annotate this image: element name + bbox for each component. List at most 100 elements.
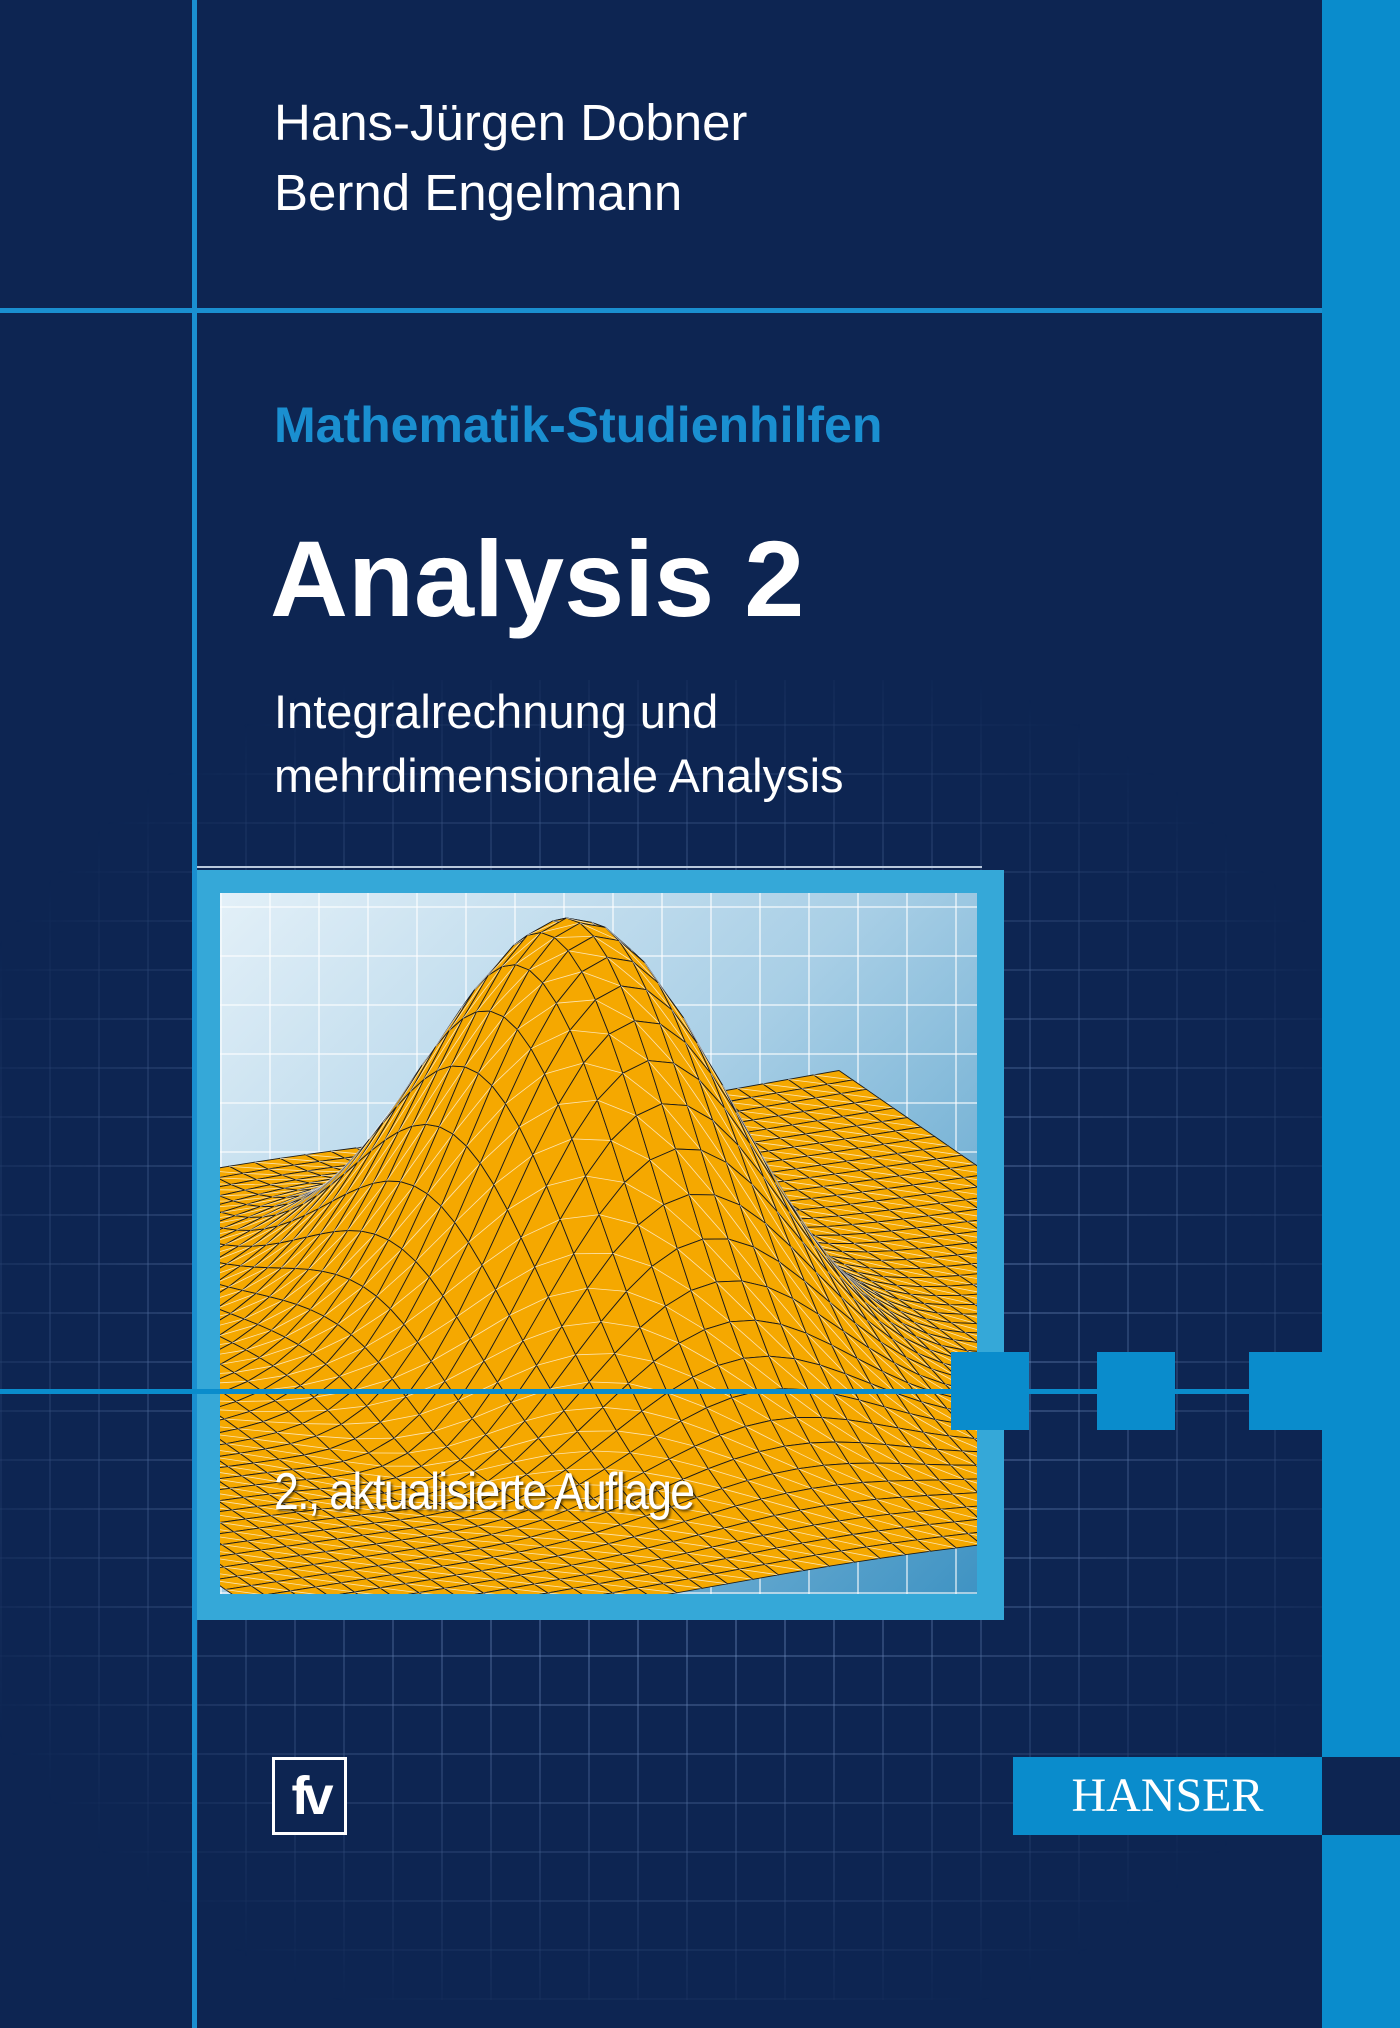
surface-hatch — [306, 1479, 346, 1488]
surface-hatch — [499, 1437, 539, 1450]
surface-hatch — [686, 1552, 726, 1559]
subtitle-line: mehrdimensionale Analysis — [274, 749, 844, 802]
surface-hatch — [955, 1233, 977, 1238]
surface-hatch — [872, 1290, 913, 1310]
surface-hatch — [739, 1204, 780, 1262]
surface-cell — [407, 1592, 422, 1594]
surface-hatch — [760, 1498, 801, 1511]
surface-hatch — [497, 1365, 537, 1383]
surface-hatch — [220, 1324, 258, 1336]
surface-hatch — [854, 1102, 894, 1109]
surface-hatch — [245, 1518, 285, 1525]
surface-hatch — [308, 1230, 348, 1270]
surface-hatch — [364, 1556, 404, 1563]
surface-cell — [353, 1587, 390, 1594]
surface-hatch — [387, 1531, 427, 1537]
surface-hatch — [297, 1533, 338, 1540]
surface-hatch — [840, 1550, 881, 1559]
surface-hatch — [329, 1448, 369, 1454]
surface-hatch — [300, 1376, 340, 1386]
surface-hatch — [663, 1583, 703, 1589]
surface-hatch — [325, 1551, 365, 1558]
surface-hatch — [351, 1308, 391, 1336]
surface-hatch — [967, 1221, 977, 1224]
surface-hatch — [220, 1318, 245, 1326]
surface-cell — [949, 1322, 977, 1334]
surface-hatch — [805, 1332, 846, 1374]
surface-hatch — [224, 1228, 265, 1246]
surface-hatch — [544, 1062, 584, 1075]
surface-hatch — [220, 1289, 243, 1298]
surface-hatch — [292, 1469, 332, 1478]
surface-hatch — [623, 1578, 664, 1584]
surface-hatch — [914, 1206, 954, 1213]
surface-hatch — [294, 1490, 334, 1499]
surface-hatch — [602, 1406, 643, 1412]
surface-hatch — [614, 1353, 654, 1362]
surface-hatch — [907, 1382, 948, 1409]
surface-hatch — [495, 1266, 535, 1291]
surface-hatch — [947, 1285, 977, 1293]
surface-hatch — [772, 1473, 812, 1489]
surface-hatch — [220, 1529, 234, 1533]
surface-hatch — [309, 1520, 349, 1527]
surface-hatch — [711, 1546, 752, 1554]
surface-hatch — [739, 1568, 779, 1576]
surface-hatch — [889, 1513, 930, 1526]
surface-hatch — [913, 1479, 953, 1495]
surface-hatch — [288, 1568, 328, 1575]
surface-hatch — [563, 1406, 603, 1412]
surface-hatch — [909, 1413, 949, 1437]
surface-hatch — [908, 1277, 948, 1287]
surface-hatch — [674, 1568, 714, 1575]
surface-hatch — [751, 1183, 792, 1247]
surface-hatch — [236, 1214, 276, 1231]
fv-imprint-logo: fv — [272, 1757, 347, 1835]
surface-hatch — [340, 1582, 380, 1589]
surface-hatch — [951, 1190, 977, 1195]
surface-hatch — [255, 1268, 296, 1294]
surface-hatch — [925, 1318, 965, 1333]
surface-hatch — [935, 1295, 975, 1305]
surface-hatch — [692, 1376, 733, 1399]
surface-hatch — [509, 1296, 549, 1316]
surface-hatch — [846, 1160, 886, 1168]
surface-hatch — [827, 1271, 868, 1321]
surface-cell — [948, 1164, 977, 1179]
surface-hatch — [895, 1392, 936, 1420]
surface-hatch — [952, 1493, 977, 1502]
surface-hatch — [379, 1587, 419, 1594]
surface-hatch — [338, 1560, 379, 1567]
surface-hatch — [244, 1187, 284, 1191]
surface-hatch — [530, 1536, 570, 1541]
surface-hatch — [516, 1527, 556, 1531]
surface-hatch — [665, 1305, 705, 1330]
surface-hatch — [637, 1587, 677, 1594]
surface-hatch — [889, 1209, 929, 1217]
surface-hatch — [425, 1066, 466, 1125]
surface-hatch — [280, 1481, 320, 1490]
surface-hatch — [540, 1484, 580, 1487]
surface-hatch — [834, 1173, 874, 1180]
surface-hatch — [855, 1259, 895, 1270]
surface-hatch — [770, 1420, 811, 1444]
surface-hatch — [788, 1211, 829, 1272]
surface-hatch — [819, 1364, 860, 1401]
surface-hatch — [220, 1558, 250, 1564]
surface-hatch — [937, 1312, 977, 1325]
surface-hatch — [655, 1435, 695, 1447]
surface-hatch — [770, 1172, 810, 1179]
surface-hatch — [826, 1226, 866, 1234]
surface-hatch — [888, 1310, 928, 1335]
surface-hatch — [333, 1183, 374, 1232]
surface-hatch — [339, 1361, 379, 1377]
surface-hatch — [318, 1162, 358, 1209]
surface-hatch — [647, 1547, 687, 1554]
surface-hatch — [842, 1116, 882, 1123]
surface-hatch — [633, 1536, 674, 1543]
surface-hatch — [237, 1428, 277, 1433]
surface-hatch — [220, 1183, 232, 1185]
surface-hatch — [233, 1531, 273, 1538]
surface-hatch — [589, 1381, 629, 1384]
surface-hatch — [812, 1217, 853, 1226]
